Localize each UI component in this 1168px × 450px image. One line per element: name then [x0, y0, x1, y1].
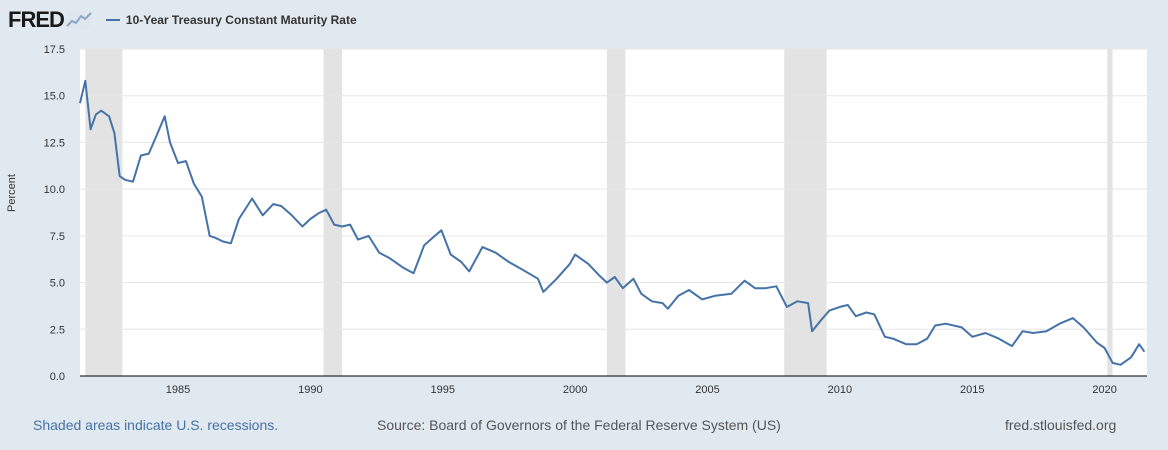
site-link[interactable]: fred.stlouisfed.org: [1005, 417, 1117, 433]
x-tick-label: 2020: [1092, 384, 1116, 396]
source-note: Source: Board of Governors of the Federa…: [377, 417, 781, 433]
recession-band-0: [85, 49, 123, 376]
chart-header: FRED 10-Year Treasury Constant Maturity …: [8, 6, 357, 34]
x-tick-label: 1995: [430, 384, 454, 396]
gridlines: [80, 48, 1147, 377]
recession-band-4: [1107, 49, 1113, 376]
recession-bands: [85, 49, 1113, 376]
y-tick-label: 2.5: [50, 324, 65, 336]
fred-logo[interactable]: FRED: [8, 7, 92, 33]
legend-label: 10-Year Treasury Constant Maturity Rate: [125, 13, 357, 27]
y-tick-label: 7.5: [50, 231, 65, 243]
y-tick-label: 17.5: [44, 44, 65, 56]
x-tick-label: 2010: [828, 384, 852, 396]
recession-band-1: [323, 49, 343, 376]
x-tick-label: 2000: [563, 384, 587, 396]
y-tick-label: 0.0: [50, 371, 65, 383]
x-tick-label: 1985: [166, 384, 190, 396]
x-tick-labels: 1985 1990 1995 2000 2005 2010 2015 2020: [166, 384, 1117, 396]
y-tick-label: 5.0: [50, 278, 65, 290]
recession-band-2: [606, 49, 626, 376]
legend-swatch: [105, 19, 120, 21]
y-tick-label: 15.0: [44, 91, 65, 103]
fred-chart-icon: [65, 11, 92, 29]
x-tick-label: 1990: [298, 384, 322, 396]
x-tick-label: 2015: [960, 384, 984, 396]
chart-legend: 10-Year Treasury Constant Maturity Rate: [105, 13, 357, 27]
x-tick-label: 2005: [695, 384, 719, 396]
fred-logo-text: FRED: [8, 7, 65, 32]
y-tick-label: 12.5: [44, 137, 65, 149]
recession-note-link[interactable]: Shaded areas indicate U.S. recessions.: [33, 417, 279, 433]
series-line: [79, 79, 1146, 366]
recession-band-3: [784, 49, 827, 376]
y-tick-label: 10.0: [44, 184, 65, 196]
y-tick-labels: 0.0 2.5 5.0 7.5 10.0 12.5 15.0 17.5: [44, 44, 65, 383]
